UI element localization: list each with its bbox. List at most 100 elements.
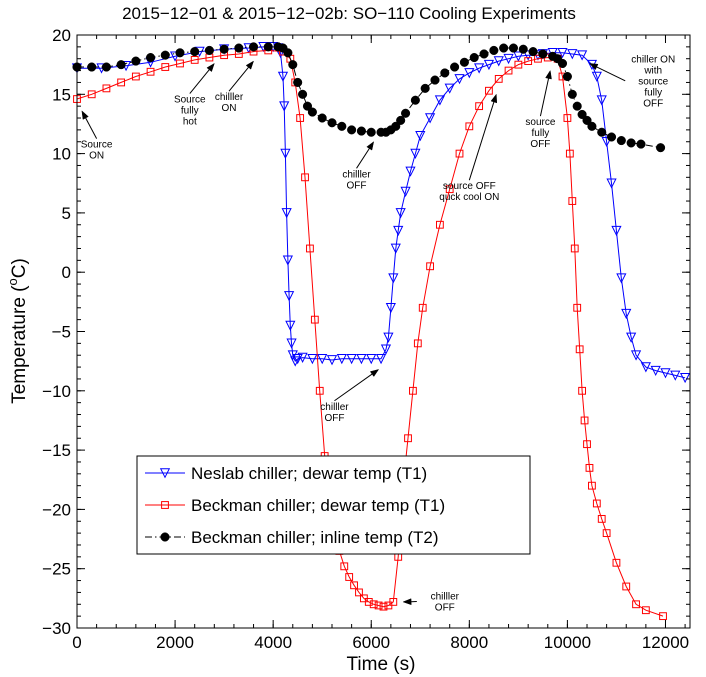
annotation-line: OFF (435, 603, 455, 614)
series-2-point (101, 62, 111, 72)
series-0-point (591, 71, 602, 82)
chart-title: 2015−12−01 & 2015−12−02b: SO−110 Cooling… (122, 4, 576, 23)
annotation-text: chilller ON (215, 92, 244, 114)
annotation-2: chilller ON (215, 60, 254, 114)
series-2-point (518, 44, 528, 54)
series-1-point (588, 481, 596, 490)
series-2-point (204, 45, 214, 55)
series-2-point (577, 109, 587, 120)
series-0-point (286, 338, 297, 349)
legend-item-2: Beckman chiller; inline temp (T2) (145, 528, 439, 547)
annotation-text: chiller ON with source fully OFF (631, 54, 675, 109)
annotation-line: source (525, 117, 555, 128)
annotation-0: Source ON (81, 110, 113, 162)
series-0-point (317, 353, 328, 365)
series-1-point (602, 529, 611, 538)
series-1-point (632, 600, 640, 609)
series-0-point (513, 51, 524, 62)
series-0-point (356, 353, 367, 365)
series-0-point (660, 368, 671, 379)
annotation-arrow-head (490, 93, 498, 104)
series-1-point (568, 197, 577, 205)
x-tick-label: 2000 (156, 633, 194, 652)
y-tick-label: 10 (52, 145, 71, 164)
series-1-point (426, 262, 434, 271)
series-0-point (621, 308, 632, 320)
series-1-point (117, 78, 126, 87)
series-0-point (326, 355, 338, 366)
x-tick-label: 8000 (450, 633, 488, 652)
annotation-arrow-shaft (596, 66, 626, 82)
annotation-line: ON (89, 151, 104, 162)
data-marks (71, 42, 691, 621)
annotation-line: chilller (215, 92, 244, 103)
series-1-point (570, 244, 579, 253)
series-1-point (475, 102, 484, 111)
annotation-line: hot (183, 117, 197, 128)
y-tick-label: −15 (42, 441, 71, 460)
annotation-arrow-head (402, 598, 412, 606)
annotation-line: OFF (530, 139, 550, 150)
series-2-point (298, 89, 308, 99)
series-0-point (630, 350, 642, 361)
series-0-point (405, 166, 416, 177)
annotation-text: chilller OFF (431, 592, 460, 614)
annotation-7: source fully OFF (525, 69, 556, 150)
series-2-point (572, 101, 582, 111)
series-0-point (297, 352, 308, 364)
series-1-point (580, 416, 589, 425)
series-0-point (640, 362, 651, 373)
series-2-point (219, 44, 229, 54)
annotation-arrow-shaft (334, 373, 373, 402)
annotation-text: Source fully hot (174, 95, 206, 128)
series-1-point (592, 499, 601, 508)
series-1-point (659, 612, 667, 621)
legend: Neslab chiller; dewar temp (T1) Beckman c… (136, 455, 531, 555)
annotation-line: source OFF (443, 181, 496, 192)
series-1-point (131, 72, 140, 81)
series-0-point (375, 353, 387, 365)
series-0-point (395, 208, 406, 219)
series-0-point (385, 302, 396, 314)
annotation-arrow-head (369, 369, 380, 377)
series-2-point (420, 83, 430, 93)
series-2-point (459, 57, 469, 67)
series-2-point (396, 115, 406, 125)
annotation-arrow-head (366, 141, 375, 151)
series-1-point (374, 601, 383, 610)
annotation-arrow-shaft (356, 148, 370, 169)
series-1-point (161, 63, 170, 71)
series-2-point (410, 95, 420, 105)
series-1-point (565, 149, 574, 158)
series-1-point (310, 315, 319, 324)
annotation-arrow-shaft (468, 101, 495, 181)
series-0-point (400, 186, 411, 197)
series-0-line (77, 46, 686, 379)
series-1-point (146, 67, 155, 76)
series-0-point (279, 101, 290, 112)
series-1-point (306, 244, 314, 253)
series-1-point (301, 173, 309, 182)
annotation-line: Source (81, 140, 113, 151)
series-2-point (430, 75, 440, 85)
annotation-arrow-head (206, 62, 215, 72)
annotation-line: Source (174, 95, 206, 106)
series-0-point (307, 353, 318, 365)
annotation-4: chilller OFF (320, 369, 380, 424)
series-0-point (390, 243, 401, 254)
series-0-point (670, 370, 681, 381)
series-2-point (283, 48, 293, 58)
series-0-point (611, 225, 622, 237)
x-tick-label: 6000 (352, 633, 390, 652)
series-1-point (364, 598, 373, 606)
series-0-point (464, 68, 475, 79)
series-0-point (388, 273, 399, 284)
series-2-point (317, 113, 327, 123)
series-2-point (87, 62, 97, 72)
series-1-point (413, 339, 422, 348)
series-1-point (379, 602, 388, 611)
y-tick-label: 0 (62, 263, 71, 282)
series-0-point (577, 50, 588, 61)
annotation-line: source (638, 76, 668, 87)
series-0-point (444, 83, 455, 94)
